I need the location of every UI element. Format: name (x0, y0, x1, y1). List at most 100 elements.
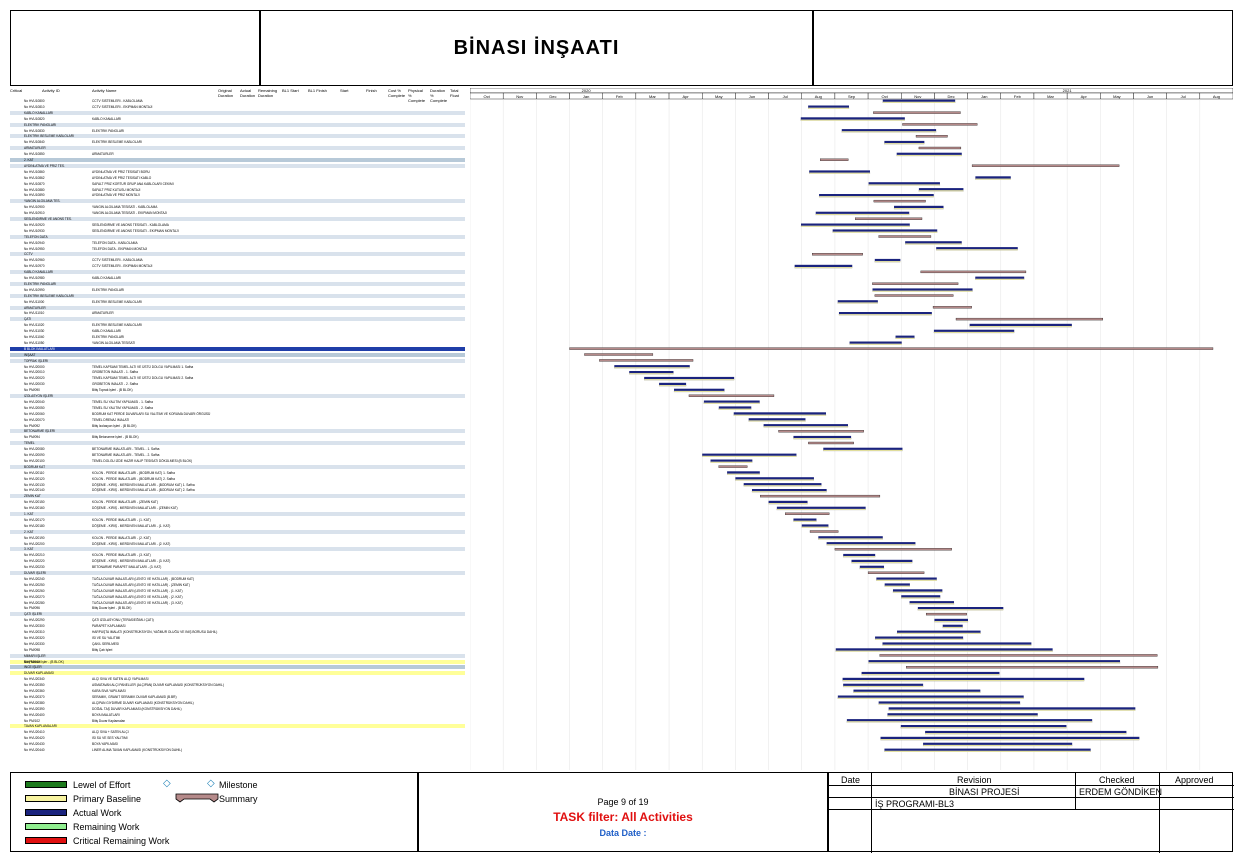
table-row[interactable]: No HVU20100 TEMEL DOLGU İZDE HAZIR KALIP … (10, 459, 465, 463)
table-row[interactable]: No HVU20040 TEMEL SU YALITIM YAPILMASI - … (10, 400, 465, 404)
table-row[interactable]: No HVU10820 KABLO KANALLARI (10, 117, 465, 121)
table-row[interactable]: No HVU10880 SAFALT PRIZ KUTUSU MONTAJI (10, 188, 465, 192)
group-row[interactable]: BODRUM KAT (10, 464, 465, 469)
table-row[interactable]: No HVU10920 SESLENDIRME VE ANONS TESISATI… (10, 223, 465, 227)
table-row[interactable]: No HVU10950 TELEFON DATA - EKIPMAN MONTAJ… (10, 247, 465, 251)
group-row[interactable]: BETONARME İŞLERİ (10, 429, 465, 434)
group-row[interactable]: DUVAR KAPLAMASI (10, 671, 465, 676)
table-row[interactable]: No HVU20300 PARAPET KAPLAMASI (10, 624, 465, 628)
table-row[interactable]: No HVU20220 DÖŞEME - KİRİŞ - MERDİVEN İMA… (10, 559, 465, 563)
group-row[interactable]: SESLENDIRME VE ANONS TES. (10, 217, 465, 221)
group-row[interactable]: TAVAN KAPLAMALARI (10, 724, 465, 729)
group-row[interactable]: KABLO KANALLARI (10, 270, 465, 275)
table-row[interactable]: No HVU20160 DÖŞEME - KİRİŞ - MERDİVEN İMA… (10, 506, 465, 510)
group-row[interactable]: İNCE İŞLER (10, 665, 465, 670)
group-row[interactable]: ELEKTRIK PANOLARI (10, 281, 465, 286)
table-row[interactable]: No HVU10850 ARMATURLER (10, 152, 465, 156)
table-row[interactable]: No HVU20000 TEMEL KAPSAMI TEMEL ALTI VE Ü… (10, 365, 465, 369)
table-row[interactable]: No HVU20070 TEMEL DRENAJ İMALATI (10, 418, 465, 422)
table-row[interactable]: No HVU20150 KOLON - PERDE İMALATLARI - (Z… (10, 500, 465, 504)
table-row[interactable]: No HVU20170 KOLON - PERDE İMALATLARI - (1… (10, 518, 465, 522)
group-row[interactable]: ZEMİN KAT (10, 494, 465, 499)
table-row[interactable]: No HVU20210 KOLON - PERDE İMALATLARI - (3… (10, 553, 465, 557)
table-row[interactable]: No HVU11030 KABLO KANALLARI (10, 329, 465, 333)
table-row[interactable]: No HVU20110 KOLON - PERDE İMALATLARI - (B… (10, 471, 465, 475)
group-row[interactable]: TOPRAK İŞLERİ (10, 358, 465, 363)
table-row[interactable]: No HVU20400 BOYA İMALATLARI (10, 713, 465, 717)
table-row[interactable]: No PM/094 Bitiş Betonarme İşleri - (B BLO… (10, 435, 465, 439)
table-row[interactable]: No HVU20060 BODRUM KAT PERDE DUVARLARI SU… (10, 412, 465, 416)
group-row[interactable]: 1. KAT (10, 512, 465, 516)
table-row[interactable]: No HVU20320 ISI VE SU YALITIMI (10, 636, 465, 640)
group-row[interactable]: 2. KAT (10, 529, 465, 534)
table-row[interactable]: No HVU20020 TEMEL KAPSAMI TEMEL ALTI VE Ü… (10, 376, 465, 380)
table-row[interactable]: No HVU20370 SERAMİK, GRANİT SERAMİK DUVAR… (10, 695, 465, 699)
table-row[interactable]: No HVU11050 YANGIN ALGILAMA TESISATI (10, 341, 465, 345)
table-row[interactable]: No HVU10900 YANGIN ALGILAMA TESISATI - KA… (10, 205, 465, 209)
table-row[interactable]: No HVU20380 ALÇIPAN GİYDİRME DUVAR KAPLAM… (10, 701, 465, 705)
group-row[interactable]: MİMARİ İŞLER (10, 653, 465, 658)
table-row[interactable]: No HVU20030 GROBETON İMALATI - 2. Safha (10, 382, 465, 386)
group-row[interactable]: AYDINLATMA VE PRIZ TES. (10, 163, 465, 168)
table-row[interactable]: No HVU20390 DOĞAL TAŞ DUVAR KAPLAMASI (KO… (10, 707, 465, 711)
table-row[interactable]: No HVU10890 AYDINLATMA VE PRIZ MONTAJI (10, 193, 465, 197)
table-row[interactable]: No HVU20440 LİNER ALIMA TAVAN KAPLAMASI (… (10, 748, 465, 752)
group-row[interactable]: TELEFON DATA (10, 234, 465, 239)
table-row[interactable]: No HVU20180 DÖŞEME - KİRİŞ - MERDİVEN İMA… (10, 524, 465, 528)
table-row[interactable]: No HVU10840 ELEKTRIK BESLEME KABLOLARI (10, 140, 465, 144)
group-row[interactable]: İZOLASYON İŞLERİ (10, 394, 465, 398)
table-row[interactable]: No HVU10810 CCTV SISTEMLERI - EKIPMAN MON… (10, 105, 465, 109)
table-row[interactable]: No HVU10800 CCTV SISTEMLERI - KABLOLAMA (10, 99, 465, 103)
group-row[interactable]: ÇATI İŞLERİ (10, 612, 465, 617)
table-row[interactable]: No HVU10862 AYDINLATMA VE PRIZ TESISATI K… (10, 176, 465, 180)
group-row[interactable]: İNŞAAT (10, 352, 465, 357)
group-row[interactable]: 3. KAT (10, 547, 465, 552)
table-row[interactable]: No HVU20050 TEMEL SU YALITIM YAPILMASI - … (10, 406, 465, 410)
table-row[interactable]: No HVU20410 ALÇI SIVA + SATEN ALÇI (10, 730, 465, 734)
table-row[interactable]: No PM/092 Bitiş İzolasyon İşleri - (B BLO… (10, 424, 465, 428)
table-row[interactable]: No HVU20240 TUĞLA DUVAR İMALATLARI (LENTO… (10, 577, 465, 581)
table-row[interactable]: No HVU20340 ALÇI SIVA VE SATEN ALÇI YAPIL… (10, 677, 465, 681)
table-row[interactable]: No PM/096 Bitiş Duvar İşleri - (B BLOK) (10, 606, 465, 610)
table-row[interactable]: No HVU11010 ARMATURLER (10, 311, 465, 315)
group-row[interactable]: ELEKTRIK BESLEME KABLOLARI (10, 293, 465, 298)
table-row[interactable]: No PM/102 Bitiş Duvar Kaplamaları (10, 719, 465, 723)
table-row[interactable]: No HVU11040 ELEKTRIK PANOLARI (10, 335, 465, 339)
group-row[interactable]: ÇATI (10, 317, 465, 322)
group-row[interactable]: ARMATURLER (10, 305, 465, 310)
table-row[interactable]: No HVU20200 DÖŞEME - KİRİŞ - MERDİVEN İMA… (10, 542, 465, 546)
table-row[interactable]: No HVU10830 ELEKTRIK PANOLARI (10, 129, 465, 133)
group-row[interactable]: B BLOK İMALATLARI (10, 346, 465, 351)
table-row[interactable]: No HVU10910 YANGIN ALGILAMA TESISATI - EK… (10, 211, 465, 215)
group-row[interactable]: YANGIN ALGILAMA TES. (10, 199, 465, 204)
table-row[interactable]: No HVU20260 TUĞLA DUVAR İMALATLARI (LENTO… (10, 589, 465, 593)
table-row[interactable]: No HVU20090 BETONARME İMALATLARI - TEMEL … (10, 453, 465, 457)
table-row[interactable]: No HVU20330 ÇAKIL SERİLMESİ (10, 642, 465, 646)
group-row[interactable]: 2. KAT (10, 158, 465, 162)
table-row[interactable]: No HVU11020 ELEKTRIK BESLEME KABLOLARI (10, 323, 465, 327)
table-row[interactable]: No HVU10860 AYDINLATMA VE PRIZ TESISATI B… (10, 170, 465, 174)
table-row[interactable]: No HVU20190 KOLON - PERDE İMALATLARI - (2… (10, 536, 465, 540)
table-row[interactable]: No HVU20360 KARA SIVA YAPILMASI (10, 689, 465, 693)
group-row[interactable]: TEMEL (10, 441, 465, 446)
table-row[interactable]: No HVU20130 DÖŞEME - KİRİŞ - MERDİVEN İMA… (10, 483, 465, 487)
table-row[interactable]: No HVU10970 CCTV SISTEMLERI - EKIPMAN MON… (10, 264, 465, 268)
group-row[interactable]: ELEKTRIK PANOLARI (10, 122, 465, 127)
table-row[interactable]: No HVU20280 TUĞLA DUVAR İMALATLARI (LENTO… (10, 601, 465, 605)
table-row[interactable]: No HVU20310 HARPUŞTA İMALATI (KONSTRÜKSİY… (10, 630, 465, 634)
table-row[interactable]: No HVU20140 DÖŞEME - KİRİŞ - MERDİVEN İMA… (10, 488, 465, 492)
table-row[interactable]: No HVU20290 ÇATI İZOLASYONU (TERAS/EĞİMLİ… (10, 618, 465, 622)
table-row[interactable]: No HVU20120 KOLON - PERDE İMALATLARI - (B… (10, 477, 465, 481)
group-row[interactable]: KABLO KANALLARI (10, 110, 465, 115)
table-row[interactable]: No HVU10980 KABLO KANALLARI (10, 276, 465, 280)
table-row[interactable]: No HVU11000 ELEKTRIK BESLEME KABLOLARI (10, 300, 465, 304)
group-row[interactable]: CCTV (10, 252, 465, 257)
table-row[interactable]: No HVU20430 BOYA YAPILMASI (10, 742, 465, 746)
table-row[interactable]: No HVU10940 TELEFON DATA - KABLOLAMA (10, 241, 465, 245)
table-row[interactable]: No HVU20230 BETONARME PARAPET İMALATLARI … (10, 565, 465, 569)
table-row[interactable]: No HVU20080 BETONARME İMALATLARI - TEMEL … (10, 447, 465, 451)
table-row[interactable]: No HVU20270 TUĞLA DUVAR İMALATLARI (LENTO… (10, 595, 465, 599)
table-row[interactable]: No PM/090 Bitiş Toprak İşleri - (B BLOK) (10, 388, 465, 392)
table-row[interactable]: No HVU10870 SAFALT PRIZ KORTUR GRUP ANA K… (10, 182, 465, 186)
group-row[interactable]: No PM/100 Bitiş Mimari İşler - (B BLOK) (10, 659, 465, 664)
